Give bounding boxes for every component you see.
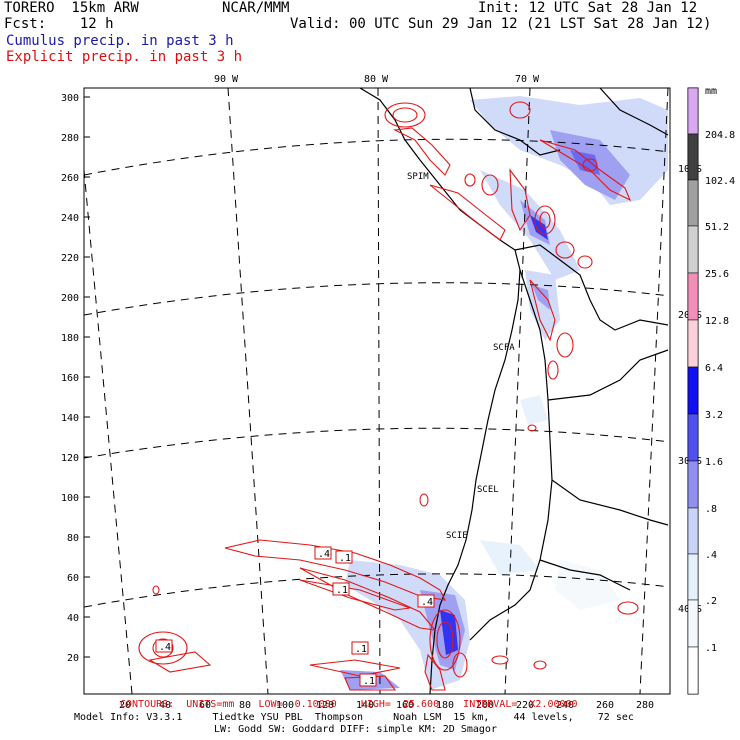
init-time: Init: 12 UTC Sat 28 Jan 12	[478, 0, 698, 16]
x-tick: 240	[556, 700, 574, 711]
model-info-line1: Model Info: V3.3.1 Tiedtke YSU PBL Thomp…	[74, 712, 634, 723]
lon-label-70w: 70 W	[515, 74, 540, 85]
colorbar-level: 51.2	[705, 222, 729, 233]
longitude-labels: 90 W 80 W 70 W	[214, 74, 540, 85]
y-tick: 140	[61, 413, 79, 424]
cumulus-precip-shading	[340, 96, 668, 690]
y-tick: 20	[67, 653, 79, 664]
colorbar-level: 12.8	[705, 316, 729, 327]
cumulus-legend: Cumulus precip. in past 3 h	[6, 33, 234, 49]
colorbar-level: .1	[705, 643, 717, 654]
x-tick: 280	[636, 700, 654, 711]
y-tick: 160	[61, 373, 79, 384]
x-tick: 100	[276, 700, 294, 711]
model-info-line2: LW: Godd SW: Goddard DIFF: simple KM: 2D…	[214, 724, 497, 735]
station-scie: SCIE	[446, 531, 468, 541]
colorbar-level: 102.4	[705, 176, 735, 187]
forecast-hour: Fcst: 12 h	[4, 16, 114, 32]
contour-label: .1	[355, 644, 367, 655]
y-tick: 200	[61, 293, 79, 304]
station-scel: SCEL	[477, 485, 499, 495]
colorbar-level: 3.2	[705, 410, 723, 421]
colorbar-level: .8	[705, 504, 717, 515]
x-tick: 120	[316, 700, 334, 711]
x-tick: 40	[159, 700, 171, 711]
center-label: NCAR/MMM	[222, 0, 290, 16]
y-tick: 260	[61, 173, 79, 184]
station-labels: SPIM SCFA SCEL SCIE	[407, 172, 515, 541]
y-tick: 240	[61, 213, 79, 224]
contour-label: .4	[159, 642, 171, 653]
lon-label-90w: 90 W	[214, 74, 239, 85]
y-tick: 40	[67, 613, 79, 624]
x-tick: 20	[119, 700, 131, 711]
contour-label: .4	[421, 597, 433, 608]
y-tick: 180	[61, 333, 79, 344]
colorbar-unit: mm	[705, 86, 717, 97]
coastline	[359, 88, 669, 694]
colorbar-level: .4	[705, 550, 717, 561]
precip-colorbar: mm 204.8 102.4 51.2 25.6 12.8 6.4 3.2 1.…	[687, 86, 735, 695]
y-axis: 300 280 260 240 220 200 180 160 140 120 …	[61, 93, 90, 664]
colorbar-level: .2	[705, 596, 717, 607]
y-tick: 220	[61, 253, 79, 264]
contour-label: .4	[318, 549, 330, 560]
x-tick: 60	[199, 700, 211, 711]
model-title: TORERO 15km ARW	[4, 0, 139, 16]
valid-time: Valid: 00 UTC Sun 29 Jan 12 (21 LST Sat …	[290, 16, 712, 32]
y-tick: 60	[67, 573, 79, 584]
colorbar-level: 1.6	[705, 457, 723, 468]
explicit-legend: Explicit precip. in past 3 h	[6, 49, 243, 65]
colorbar-level: 204.8	[705, 130, 735, 141]
x-tick: 260	[596, 700, 614, 711]
x-tick: 160	[396, 700, 414, 711]
x-tick: 180	[436, 700, 454, 711]
station-scfa: SCFA	[493, 343, 515, 353]
contour-labels: .4 .1 .1 .4 .1 .1 .4	[155, 546, 435, 687]
graticule	[84, 88, 670, 694]
colorbar-level: 6.4	[705, 363, 723, 374]
y-tick: 300	[61, 93, 79, 104]
contour-label: .1	[339, 553, 351, 564]
contour-label: .1	[336, 585, 348, 596]
x-tick: 140	[356, 700, 374, 711]
x-tick: 200	[476, 700, 494, 711]
x-tick: 80	[239, 700, 251, 711]
y-tick: 80	[67, 533, 79, 544]
explicit-precip-contours	[138, 101, 639, 691]
y-tick: 100	[61, 493, 79, 504]
x-tick: 220	[516, 700, 534, 711]
contour-label: .1	[363, 676, 375, 687]
y-tick: 280	[61, 133, 79, 144]
contours-info: CONTOURS: UNITS=mm LOW= 0.10000 HIGH= 25…	[120, 699, 578, 710]
station-spim: SPIM	[407, 172, 429, 182]
y-tick: 120	[61, 453, 79, 464]
lon-label-80w: 80 W	[364, 74, 389, 85]
x-axis: 20 40 60 80 100 120 140 160 180 200 220 …	[119, 700, 654, 711]
colorbar-level: 25.6	[705, 269, 729, 280]
